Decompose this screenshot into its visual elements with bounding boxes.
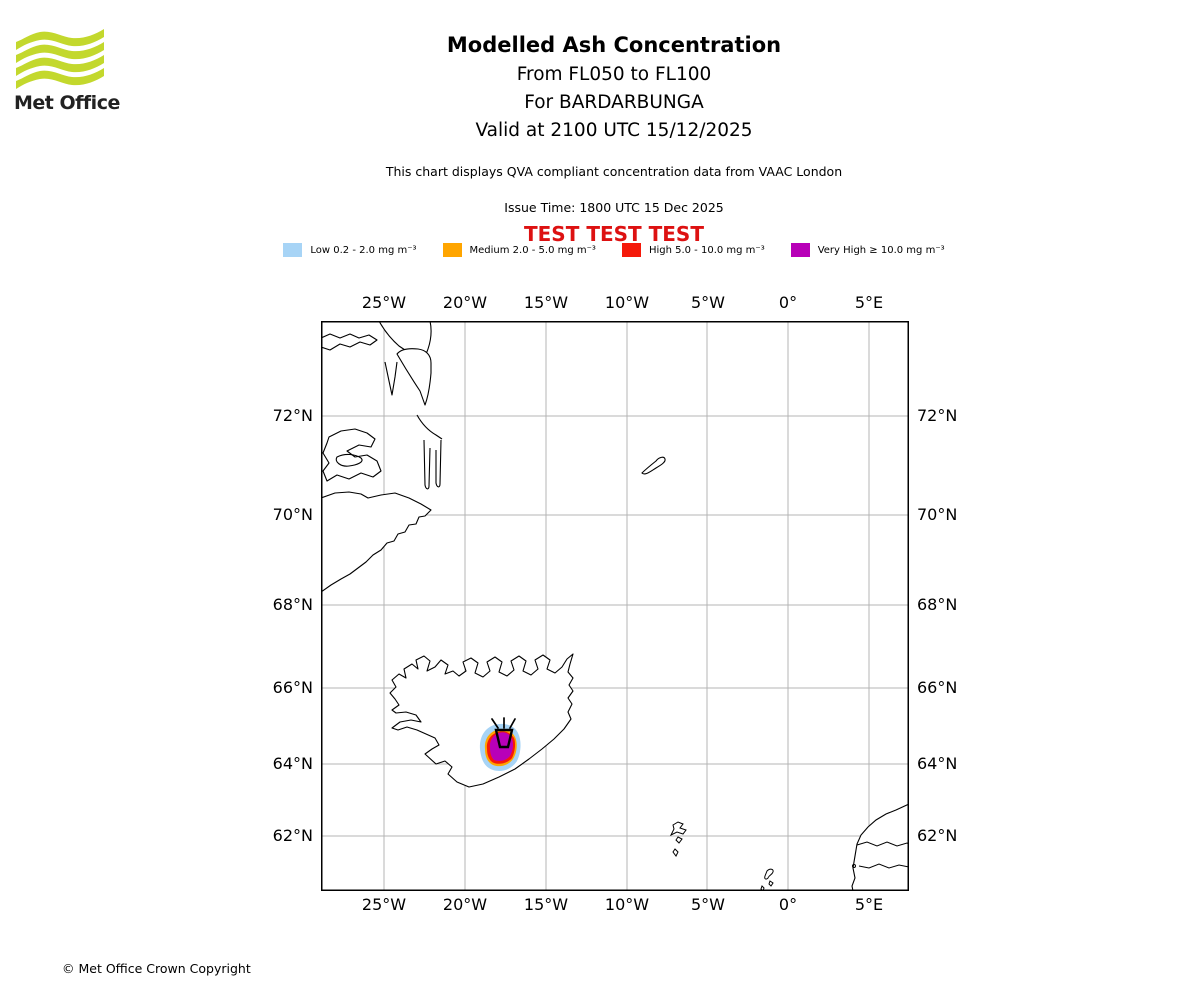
coastline-jan-mayen (641, 456, 666, 475)
legend-swatch-high (621, 243, 641, 257)
coastline-norway (851, 803, 909, 891)
lon-label-bottom-0: 25°W (361, 895, 407, 914)
lon-label-top-2: 15°W (523, 293, 569, 312)
lat-label-right-4: 64°N (917, 754, 958, 773)
coastline-greenland (321, 321, 443, 593)
chart-header: Modelled Ash Concentration From FL050 to… (28, 0, 1200, 246)
lat-label-left-2: 68°N (272, 595, 313, 614)
lat-label-right-3: 66°N (917, 678, 958, 697)
map-frame (321, 321, 909, 891)
qva-description: This chart displays QVA compliant concen… (385, 164, 843, 179)
met-office-logo: Met Office (14, 27, 134, 114)
lat-label-right-0: 72°N (917, 406, 958, 425)
lon-label-bottom-4: 5°W (691, 895, 725, 914)
subtitle-valid-time: Valid at 2100 UTC 15/12/2025 (475, 120, 753, 141)
met-office-logo-text: Met Office (14, 92, 120, 114)
issue-time: Issue Time: 1800 UTC 15 Dec 2025 (504, 200, 724, 215)
legend-swatch-medium (442, 243, 462, 257)
lon-label-top-4: 5°W (691, 293, 725, 312)
subtitle-volcano: For BARDARBUNGA (524, 92, 704, 113)
map-canvas (321, 321, 909, 891)
subtitle-flight-levels: From FL050 to FL100 (516, 64, 712, 85)
sea-background (321, 321, 909, 891)
legend-label-low: Low 0.2 - 2.0 mg m⁻³ (310, 244, 417, 256)
legend-label-very-high: Very High ≥ 10.0 mg m⁻³ (817, 244, 945, 256)
lat-label-left-0: 72°N (272, 406, 313, 425)
legend-item-very-high: Very High ≥ 10.0 mg m⁻³ (790, 243, 945, 257)
chart-title: Modelled Ash Concentration (446, 33, 782, 57)
legend: Low 0.2 - 2.0 mg m⁻³ Medium 2.0 - 5.0 mg… (28, 243, 1200, 257)
grid-lines (321, 321, 909, 891)
legend-item-low: Low 0.2 - 2.0 mg m⁻³ (283, 243, 417, 257)
volcano-eruption-icon (491, 717, 516, 749)
lon-label-top-6: 5°E (854, 293, 884, 312)
lat-label-left-4: 64°N (272, 754, 313, 773)
lon-label-top-1: 20°W (442, 293, 488, 312)
legend-swatch-low (283, 243, 303, 257)
legend-swatch-very-high (790, 243, 810, 257)
lon-label-top-5: 0° (778, 293, 798, 312)
lon-label-bottom-5: 0° (778, 895, 798, 914)
lon-label-top-3: 10°W (604, 293, 650, 312)
test-banner: TEST TEST TEST (524, 222, 704, 246)
lon-label-bottom-3: 10°W (604, 895, 650, 914)
legend-label-medium: Medium 2.0 - 5.0 mg m⁻³ (469, 244, 596, 256)
lat-label-right-2: 68°N (917, 595, 958, 614)
lat-label-left-1: 70°N (272, 505, 313, 524)
lat-label-right-5: 62°N (917, 826, 958, 845)
legend-label-high: High 5.0 - 10.0 mg m⁻³ (648, 244, 765, 256)
lon-label-bottom-2: 15°W (523, 895, 569, 914)
met-office-flag-icon (16, 29, 104, 89)
lat-label-left-5: 62°N (272, 826, 313, 845)
lon-label-top-0: 25°W (361, 293, 407, 312)
coastline-faroe-islands (669, 821, 687, 857)
legend-item-medium: Medium 2.0 - 5.0 mg m⁻³ (442, 243, 596, 257)
lat-label-right-1: 70°N (917, 505, 958, 524)
coastline-iceland (389, 653, 574, 788)
lon-label-bottom-6: 5°E (854, 895, 884, 914)
lon-label-bottom-1: 20°W (442, 895, 488, 914)
legend-item-high: High 5.0 - 10.0 mg m⁻³ (621, 243, 765, 257)
copyright-text: © Met Office Crown Copyright (62, 961, 251, 976)
lat-label-left-3: 66°N (272, 678, 313, 697)
